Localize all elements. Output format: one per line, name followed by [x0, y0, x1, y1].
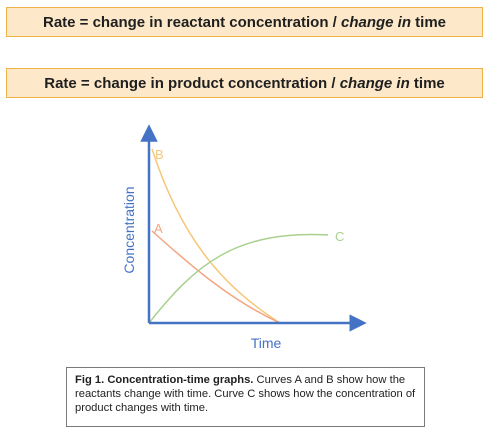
figure-caption: Fig 1. Concentration-time graphs. Curves…	[66, 367, 425, 427]
caption-text: Curves A and B show how the reactants ch…	[75, 374, 416, 414]
x-axis-label: Time	[251, 335, 282, 351]
curve-a	[151, 230, 281, 324]
curve-label-c: C	[335, 229, 344, 244]
curve-c	[148, 233, 329, 324]
y-axis-label: Concentration	[121, 186, 137, 273]
rate-formula-reactant: Rate = change in reactant concentration …	[6, 7, 483, 37]
rate-formula-product: Rate = change in product concentration /…	[6, 68, 483, 98]
concentration-time-graph: B A C Concentration Time	[121, 124, 367, 351]
curve-b	[151, 148, 281, 324]
curve-label-a: A	[154, 221, 163, 236]
caption-title: Fig 1. Concentration-time graphs.	[75, 374, 254, 386]
curve-label-b: B	[155, 147, 164, 162]
formula-text: Rate = change in reactant concentration …	[42, 13, 447, 31]
formula-text: Rate = change in product concentration /…	[44, 74, 445, 92]
